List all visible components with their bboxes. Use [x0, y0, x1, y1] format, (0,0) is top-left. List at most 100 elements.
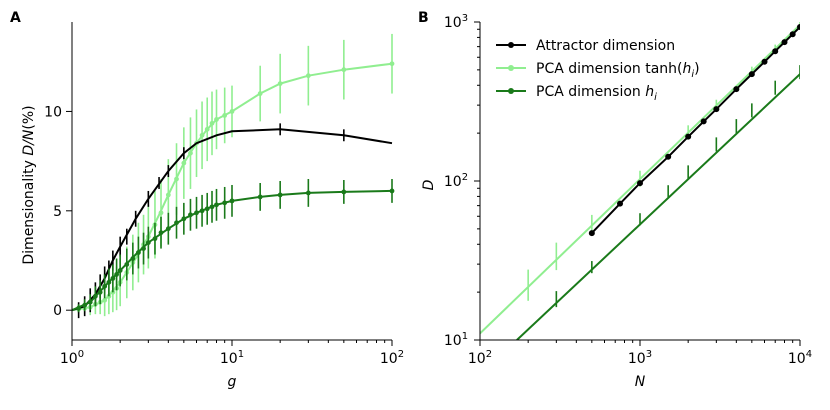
panel-a-pca-h-point: [229, 198, 235, 204]
panel-b-attractor-point: [617, 200, 624, 207]
panel-a-pca-h-point: [135, 250, 141, 255]
panel-a-pca-tanh-point: [204, 126, 210, 132]
panel-a: 100 101 102 0 5 10 g Dimensionality D/N(%): [21, 22, 404, 390]
panel-a-pca-tanh-point: [165, 192, 171, 198]
panel-b-attractor-point: [713, 106, 720, 113]
panel-a-pca-h-point: [341, 189, 347, 195]
panel-b-attractor-point: [761, 58, 768, 65]
legend-entry-label: Attractor dimension: [536, 38, 675, 54]
panel-a-pca-h-point: [158, 230, 164, 236]
panel-a-pca-h-point: [194, 210, 199, 216]
panel-a-pca-tanh-point: [158, 210, 164, 216]
panel-b-letter: B: [418, 10, 429, 26]
panel-a-pca-h-point: [87, 299, 93, 305]
panel-a-y-tick-label: 5: [53, 204, 62, 220]
panel-b-attractor-point: [700, 118, 707, 125]
panel-a-pca-h-point: [209, 204, 215, 210]
panel-a-pca-h-point: [188, 212, 193, 218]
panel-a-pca-h-point: [165, 226, 171, 232]
panel-b-attractor-point: [685, 133, 692, 140]
panel-a-pca-h-point: [97, 289, 103, 295]
panel-a-pca-h-point: [130, 256, 136, 261]
legend-entry-label: PCA dimension hi: [536, 84, 657, 103]
panel-a-x-tick-label: 100: [60, 349, 84, 367]
panel-a-pca-h-point: [389, 188, 395, 194]
panel-b-series: [480, 22, 800, 340]
panel-b-attractor-point: [588, 230, 595, 237]
panel-a-pca-tanh-point: [214, 116, 219, 122]
panel-a-pca-tanh-point: [102, 297, 108, 303]
panel-b-attractor-point: [789, 31, 796, 38]
panel-a-pca-tanh-point: [277, 81, 283, 87]
panel-a-pca-h-point: [92, 293, 98, 299]
panel-a-pca-h-point: [76, 305, 82, 311]
panel-a-pca-h-point: [199, 208, 205, 214]
panel-b-attractor-line: [591, 26, 800, 234]
panel-a-pca-tanh-point: [174, 176, 179, 182]
panel-a-pca-tanh-point: [181, 160, 187, 166]
panel-a-pca-tanh-point: [188, 150, 193, 156]
panel-b-x-tick-label: 104: [788, 349, 812, 367]
panel-a-pca-h-point: [114, 272, 120, 277]
panel-a-pca-h-point: [141, 246, 146, 251]
panel-b-pca-h-line: [516, 73, 800, 340]
legend-marker: [508, 65, 514, 71]
panel-a-x-tick-label: 102: [380, 349, 404, 367]
panel-b-attractor-point: [733, 86, 740, 93]
panel-a-y-tick-label: 10: [44, 104, 62, 120]
panel-a-pca-h-point: [181, 216, 187, 222]
panel-a-pca-h-point: [214, 202, 219, 208]
panel-a-pca-tanh-point: [199, 132, 205, 138]
panel-a-pca-tanh-point: [209, 120, 215, 126]
panel-a-y-label: Dimensionality D/N(%): [21, 105, 37, 264]
panel-a-pca-tanh-point: [389, 61, 395, 67]
panel-a-pca-h-point: [305, 190, 311, 196]
panel-b-x-ticks: 102 103 104: [468, 340, 812, 367]
panel-b-y-tick-label: 101: [444, 331, 468, 349]
panel-a-series: [71, 33, 395, 319]
panel-a-pca-h-point: [277, 192, 283, 198]
panel-b-attractor-point: [797, 24, 800, 31]
panel-b-attractor-point: [637, 180, 643, 187]
panel-a-pca-h-point: [222, 200, 228, 206]
panel-b-y-tick-label: 102: [444, 172, 468, 190]
panel-b-y-tick-label: 103: [444, 13, 468, 31]
panel-a-y-ticks: 0 5 10: [44, 104, 72, 319]
panel-a-pca-tanh-point: [305, 73, 311, 79]
panel-a-pca-h-point: [106, 279, 112, 285]
panel-a-pca-tanh-point: [229, 109, 235, 114]
panel-a-x-label: g: [228, 374, 237, 390]
panel-b-attractor-point: [781, 39, 788, 46]
panel-a-pca-h-point: [82, 302, 88, 308]
panel-b-x-tick-label: 102: [468, 349, 492, 367]
legend-marker: [508, 42, 514, 48]
panel-b-x-label: N: [635, 374, 646, 390]
panel-b-x-tick-label: 103: [628, 349, 652, 367]
panel-a-pca-h-point: [204, 206, 210, 212]
legend-marker: [508, 88, 514, 94]
panel-b-y-ticks: 101 102 103: [444, 13, 480, 349]
panel-a-pca-h-point: [124, 262, 130, 267]
panel-b-legend: Attractor dimension PCA dimension tanh(hi…: [496, 38, 700, 103]
panel-a-letter: A: [10, 10, 21, 26]
panel-a-x-tick-label: 101: [220, 349, 244, 367]
panel-a-pca-tanh-point: [341, 67, 347, 73]
panel-a-pca-h-point: [174, 220, 179, 226]
panel-a-pca-h-point: [257, 194, 263, 200]
panel-a-pca-h-point: [117, 268, 123, 273]
panel-b-y-label: D: [421, 179, 437, 190]
panel-a-pca-h-point: [145, 240, 151, 246]
panel-a-x-ticks: 100 101 102: [60, 340, 404, 367]
panel-b-attractor-point: [665, 153, 672, 160]
panel-b-attractor-point: [772, 48, 779, 55]
panel-a-pca-h-point: [110, 275, 116, 281]
panel-b-attractor-point: [748, 71, 755, 78]
panel-a-pca-tanh-point: [257, 91, 263, 96]
legend-entry-label: PCA dimension tanh(hi): [536, 61, 700, 80]
panel-a-pca-h-point: [102, 283, 108, 289]
panel-a-pca-h-point: [152, 236, 158, 242]
panel-a-pca-tanh-point: [222, 113, 228, 118]
panel-a-y-tick-label: 0: [53, 303, 62, 319]
